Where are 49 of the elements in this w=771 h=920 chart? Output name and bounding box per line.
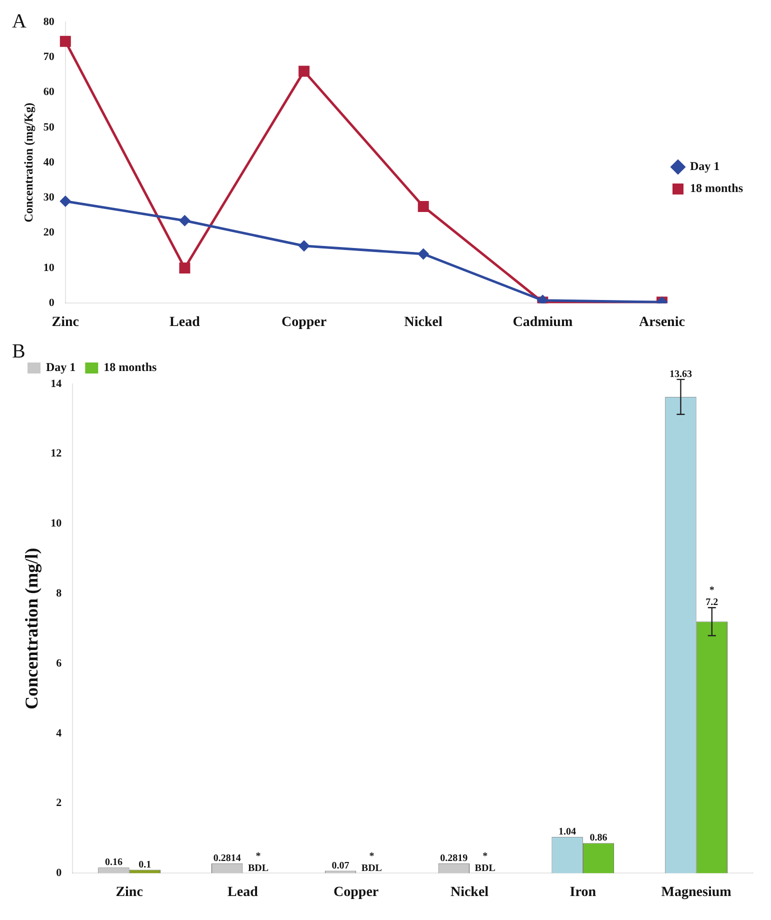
x-tick-label: Copper [281, 315, 327, 330]
x-tick-label: Lead [228, 885, 258, 900]
data-label: 1.04 [558, 826, 576, 838]
y-tick-label: 6 [56, 657, 62, 670]
y-tick-label: 2 [56, 797, 62, 810]
y-tick-label: 8 [56, 588, 62, 600]
data-label: 0.86 [590, 832, 608, 844]
data-label: 0.2819 [440, 852, 468, 864]
y-tick-label: 14 [50, 378, 62, 390]
y-tick-label: 10 [43, 262, 55, 274]
y-tick-label: 0 [48, 297, 55, 310]
x-tick-label: Nickel [404, 315, 443, 330]
y-axis-title: Concentration (mg/Kg) [21, 102, 36, 222]
data-label: 0.16 [104, 857, 122, 868]
text: * BDL [248, 850, 269, 874]
legend-label: 18 months [104, 360, 158, 374]
x-tick-label: Arsenic [639, 315, 685, 330]
x-tick-label: Zinc [52, 315, 80, 330]
y-tick-label: 80 [43, 16, 55, 28]
x-tick-label: Copper [334, 885, 379, 900]
x-tick-label: Magnesium [661, 885, 732, 900]
data-label: 0.1 [138, 859, 152, 870]
y-tick-label: 0 [56, 867, 62, 880]
y-tick-label: 50 [43, 121, 55, 134]
legend-label: 18 months [690, 181, 744, 196]
y-tick-label: 40 [43, 156, 55, 168]
x-tick-label: Lead [170, 315, 200, 330]
text: * BDL [474, 850, 496, 874]
chart-title: B [12, 340, 26, 362]
legend-label: Day 1 [46, 360, 76, 374]
data-label: 0.2814 [213, 852, 241, 864]
y-tick-label: 30 [43, 192, 55, 204]
x-tick-label: Nickel [450, 885, 489, 900]
y-tick-label: 20 [43, 226, 55, 239]
y-tick-label: 4 [56, 727, 62, 740]
chart-title: A [12, 10, 27, 32]
x-tick-label: Iron [570, 885, 596, 900]
y-tick-label: 70 [43, 50, 55, 63]
y-tick-label: 10 [50, 518, 62, 530]
x-tick-label: Cadmium [512, 315, 573, 330]
y-tick-label: 12 [50, 448, 62, 460]
x-tick-label: Zinc [116, 885, 143, 900]
y-tick-label: 60 [43, 86, 55, 98]
data-label: 13.63 [669, 369, 692, 380]
legend-label: Day 1 [690, 159, 720, 174]
data-label: * 7.2 [706, 585, 718, 608]
data-label: 0.07 [332, 860, 350, 872]
text: * BDL [361, 850, 382, 874]
y-axis-title: Concentration (mg/l) [21, 548, 42, 710]
